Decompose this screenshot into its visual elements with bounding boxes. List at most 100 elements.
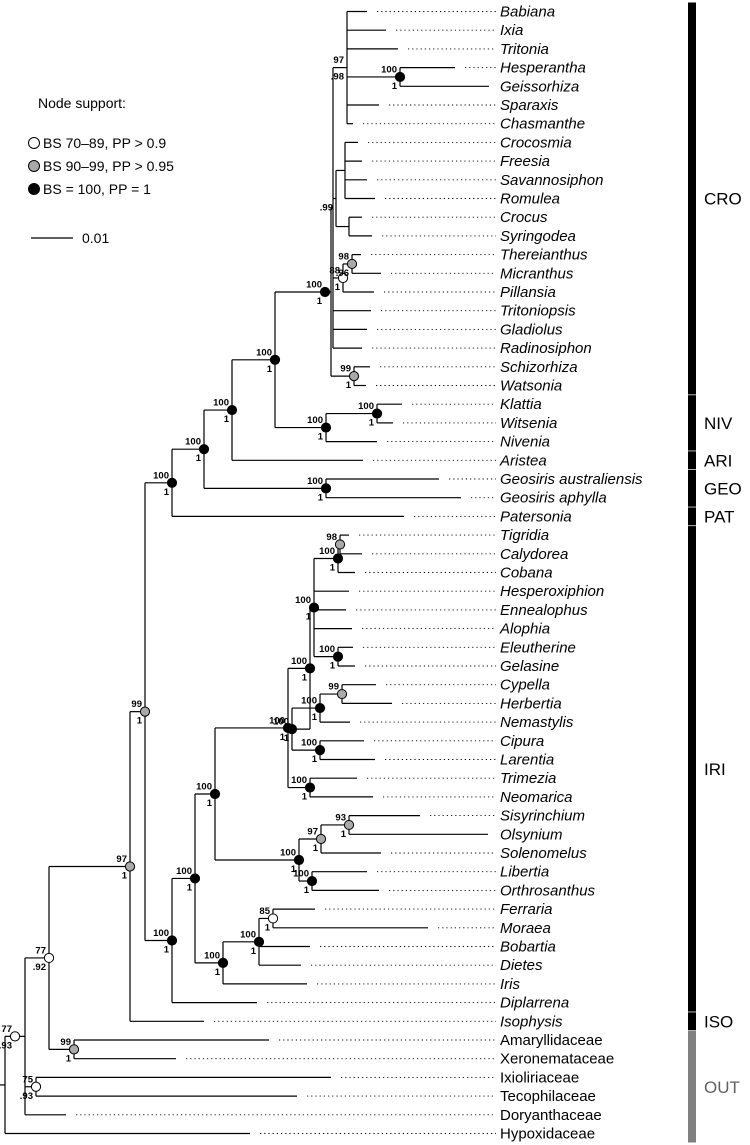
tip-label: Diplarrena bbox=[500, 995, 569, 1012]
bootstrap-label: 99 bbox=[328, 682, 339, 693]
support-node-marker bbox=[336, 688, 348, 700]
tip-label: Iris bbox=[500, 976, 520, 993]
posterior-label: 1 bbox=[312, 754, 318, 765]
posterior-label: .98 bbox=[331, 72, 344, 83]
bootstrap-label: 97 bbox=[307, 826, 318, 837]
posterior-label: 1 bbox=[207, 798, 213, 809]
posterior-label: 1 bbox=[137, 716, 143, 727]
tip-label: Cypella bbox=[500, 677, 550, 694]
clade-label: ISO bbox=[704, 1012, 733, 1031]
clade-bar bbox=[688, 1031, 696, 1143]
tip-label: Freesia bbox=[500, 153, 550, 170]
support-node-marker bbox=[293, 854, 305, 866]
tip-label: Tecophilaceae bbox=[500, 1088, 596, 1105]
clade-bar bbox=[688, 451, 696, 470]
posterior-label: 1 bbox=[122, 870, 128, 881]
support-node-marker bbox=[68, 1044, 80, 1055]
support-node-marker bbox=[30, 1081, 42, 1092]
posterior-label: 1 bbox=[215, 967, 221, 978]
posterior-label: 1 bbox=[284, 733, 290, 744]
tip-label: Chasmanthe bbox=[500, 116, 585, 133]
support-node-marker bbox=[308, 602, 320, 613]
tip-label: Cobana bbox=[500, 565, 553, 582]
posterior-label: 1 bbox=[313, 843, 319, 854]
support-node-marker bbox=[319, 286, 331, 298]
support-node-marker bbox=[315, 833, 327, 845]
tip-label: Hypoxidaceae bbox=[500, 1126, 595, 1143]
posterior-label: 1 bbox=[304, 885, 310, 896]
support-node-marker bbox=[198, 444, 210, 455]
posterior-label: 1 bbox=[330, 661, 336, 672]
bootstrap-label: 100 bbox=[176, 866, 192, 877]
tip-label: Watsonia bbox=[500, 378, 562, 395]
tip-label: Amaryllidaceae bbox=[500, 1032, 603, 1049]
posterior-label: 1 bbox=[280, 732, 286, 743]
bootstrap-label: 100 bbox=[153, 470, 169, 481]
tip-label: Herbertia bbox=[500, 695, 562, 712]
posterior-label: 1 bbox=[291, 864, 297, 875]
tip-label: Crocus bbox=[500, 209, 548, 226]
support-labels: 77.9377.929719911001100110011001100197.9… bbox=[0, 55, 398, 1102]
tip-label: Savannosiphon bbox=[500, 172, 603, 189]
tip-label: Crocosmia bbox=[500, 134, 572, 151]
support-node-marker bbox=[320, 422, 332, 433]
support-nodes bbox=[9, 71, 406, 1092]
clade-bars: CRO NIV ARI GEO PAT IRI ISO OUT bbox=[688, 2, 742, 1143]
support-node-marker bbox=[189, 873, 201, 884]
bootstrap-label: 100 bbox=[301, 696, 317, 707]
tip-label: Babiana bbox=[500, 4, 555, 21]
posterior-label: 1 bbox=[312, 712, 318, 723]
support-node-marker bbox=[139, 706, 151, 717]
tip-label: Ennealophus bbox=[500, 602, 588, 619]
tip-leader-lines bbox=[76, 11, 496, 1134]
bootstrap-label: 100 bbox=[293, 869, 309, 880]
bootstrap-label: 100 bbox=[319, 546, 335, 557]
support-node-marker bbox=[166, 477, 178, 488]
bootstrap-label: 100 bbox=[240, 929, 256, 940]
support-node-marker bbox=[304, 782, 316, 793]
bootstrap-label: 100 bbox=[213, 398, 229, 409]
bootstrap-label: 77 bbox=[35, 945, 46, 956]
clade-label: CRO bbox=[704, 190, 742, 209]
support-node-marker bbox=[124, 861, 136, 872]
clade-label: GEO bbox=[704, 479, 742, 498]
support-node-marker bbox=[314, 702, 326, 714]
support-node-marker bbox=[320, 483, 332, 494]
bootstrap-label: 75 bbox=[22, 1074, 33, 1085]
posterior-label: 1 bbox=[318, 492, 324, 503]
posterior-label: 1 bbox=[251, 946, 257, 957]
posterior-label: 1 bbox=[306, 612, 312, 623]
bootstrap-label: 93 bbox=[335, 812, 346, 823]
tip-label: Trimezia bbox=[500, 770, 556, 787]
bootstrap-label: 100 bbox=[307, 476, 323, 487]
tip-label: Larentia bbox=[500, 752, 554, 769]
tip-label: Ixioliriaceae bbox=[500, 1069, 579, 1086]
bootstrap-label: 98 bbox=[338, 251, 349, 262]
tip-label: Nivenia bbox=[500, 434, 550, 451]
tip-label: Moraea bbox=[500, 920, 551, 937]
bootstrap-label: 100 bbox=[301, 738, 317, 749]
support-node-marker bbox=[304, 663, 316, 674]
tip-label: Olsynium bbox=[500, 826, 563, 843]
posterior-label: 1 bbox=[330, 562, 336, 573]
posterior-label: .99 bbox=[320, 203, 333, 214]
tip-label: Gelasine bbox=[500, 658, 559, 675]
bootstrap-label: 100 bbox=[291, 775, 307, 786]
tip-label: Libertia bbox=[500, 864, 549, 881]
support-node-marker bbox=[267, 913, 279, 924]
posterior-label: 1 bbox=[341, 829, 347, 840]
posterior-label: 1 bbox=[318, 432, 324, 443]
posterior-label: 1 bbox=[267, 364, 273, 375]
posterior-label: .96 bbox=[336, 268, 349, 279]
clade-bar bbox=[688, 470, 696, 507]
legend: Node support: BS 70–89, PP > 0.9 BS 90–9… bbox=[28, 95, 174, 246]
tip-label: Isophysis bbox=[500, 1013, 563, 1030]
tip-label: Pillansia bbox=[500, 284, 556, 301]
tip-label: Tigridia bbox=[500, 527, 549, 544]
support-node-marker bbox=[9, 1031, 21, 1042]
tip-label: Solenomelus bbox=[500, 845, 587, 862]
tip-label: Schizorhiza bbox=[500, 359, 578, 376]
bootstrap-label: 100 bbox=[269, 715, 285, 726]
posterior-label: 1 bbox=[196, 453, 202, 464]
